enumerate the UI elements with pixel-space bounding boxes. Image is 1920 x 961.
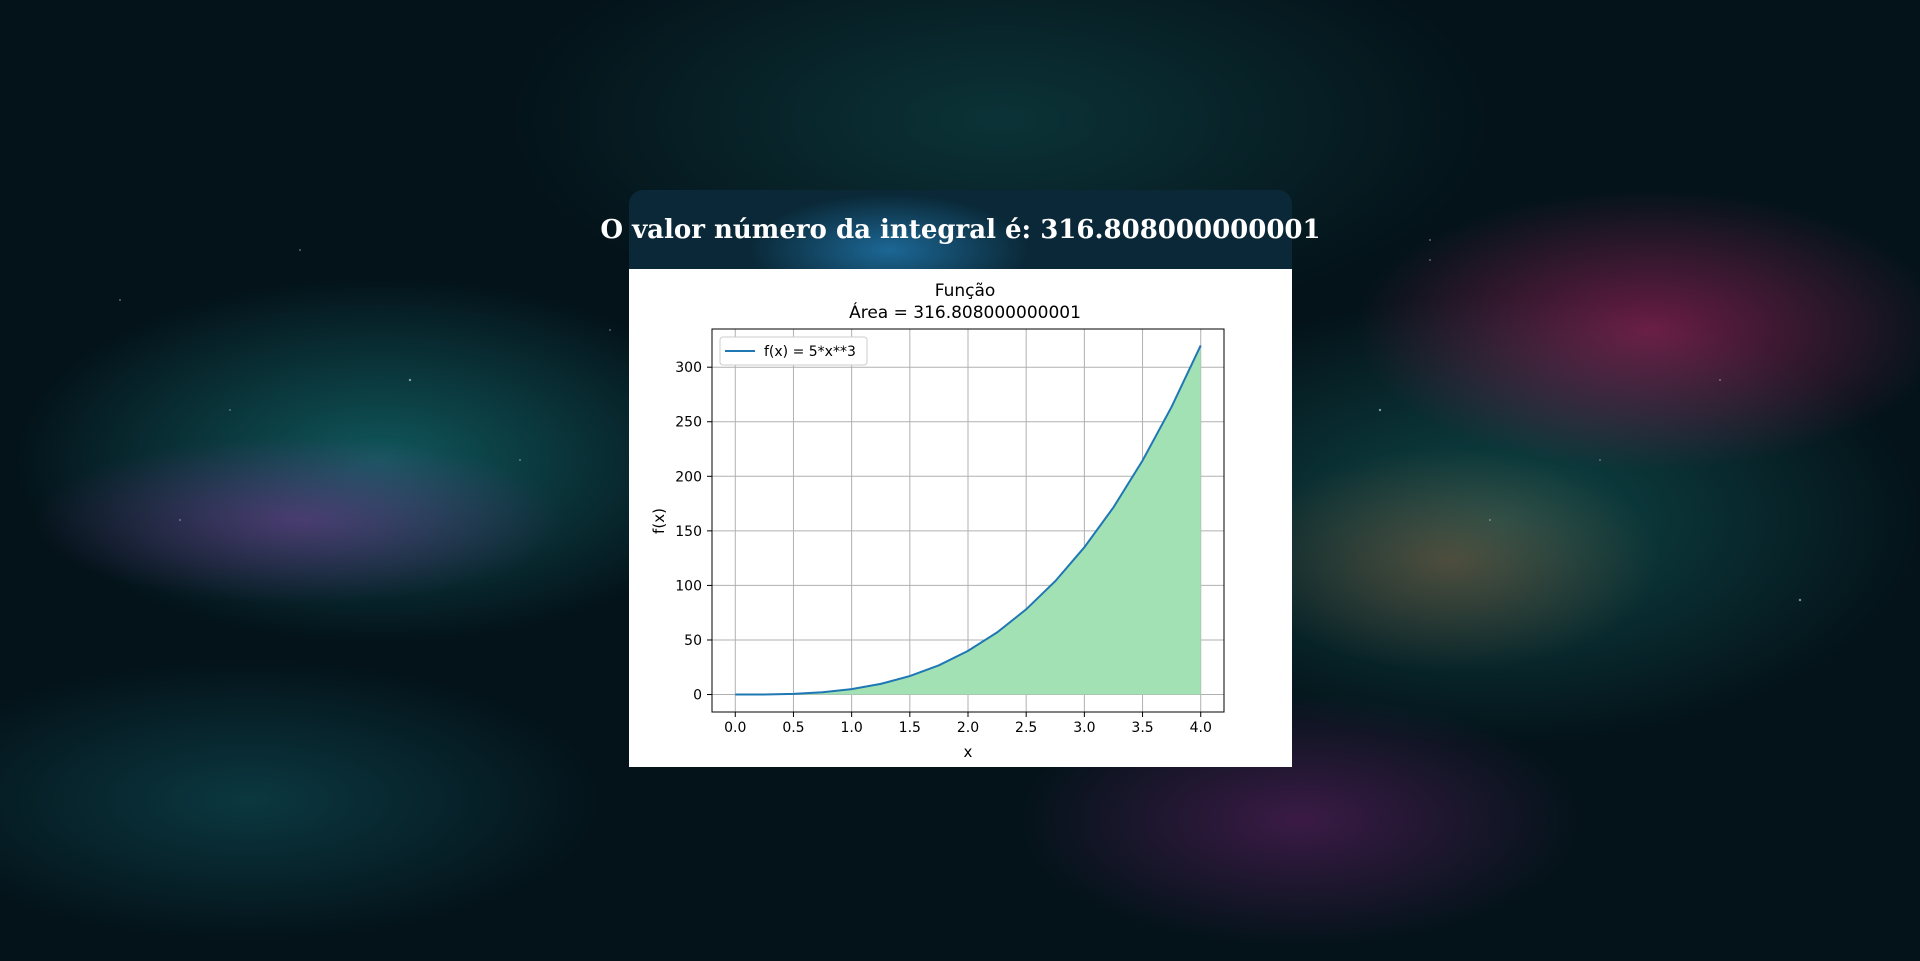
x-tick-label: 2.5 <box>1015 720 1037 736</box>
function-chart: Função Área = 316.808000000001 0.0 0.5 1.0… <box>650 281 1225 761</box>
x-tick-label: 1.0 <box>841 720 863 736</box>
x-tick-label: 2.0 <box>957 720 979 736</box>
y-axis-label: f(x) <box>650 508 668 534</box>
y-tick-label: 250 <box>675 415 702 431</box>
legend-box <box>719 336 868 366</box>
x-tick-label: 1.5 <box>899 720 921 736</box>
y-tick-label: 300 <box>675 360 702 376</box>
x-tick-label: 4.0 <box>1190 720 1212 736</box>
x-tick-label: 0.0 <box>724 720 746 736</box>
x-tick-label: 3.0 <box>1073 720 1095 736</box>
x-tick-label: 0.5 <box>782 720 804 736</box>
legend-entry: f(x) = 5*x**3 <box>764 344 856 360</box>
y-tick-label: 50 <box>684 633 702 649</box>
chart-subtitle: Área = 316.808000000001 <box>849 301 1081 323</box>
legend: f(x) = 5*x**3 <box>719 336 868 366</box>
axis-ticks: 0.0 0.5 1.0 1.5 2.0 2.5 3.0 3.5 4.0 0 50 100 150 200 2… <box>675 360 1212 736</box>
series-line <box>735 344 1202 696</box>
integral-area <box>735 345 1201 695</box>
integral-result-title: O valor número da integral é: 316.808000… <box>600 214 1321 245</box>
y-tick-label: 100 <box>675 578 702 594</box>
y-tick-label: 200 <box>675 469 702 485</box>
y-tick-label: 150 <box>675 524 702 540</box>
result-card: O valor número da integral é: 316.808000… <box>600 190 1321 767</box>
x-axis-label: x <box>964 743 973 761</box>
y-tick-label: 0 <box>693 688 702 704</box>
plot-image: Função Área = 316.808000000001 0.0 0.5 1.0… <box>629 269 1292 767</box>
result-header: O valor número da integral é: 316.808000… <box>600 190 1321 269</box>
x-tick-label: 3.5 <box>1131 720 1153 736</box>
chart-title: Função <box>935 281 996 301</box>
